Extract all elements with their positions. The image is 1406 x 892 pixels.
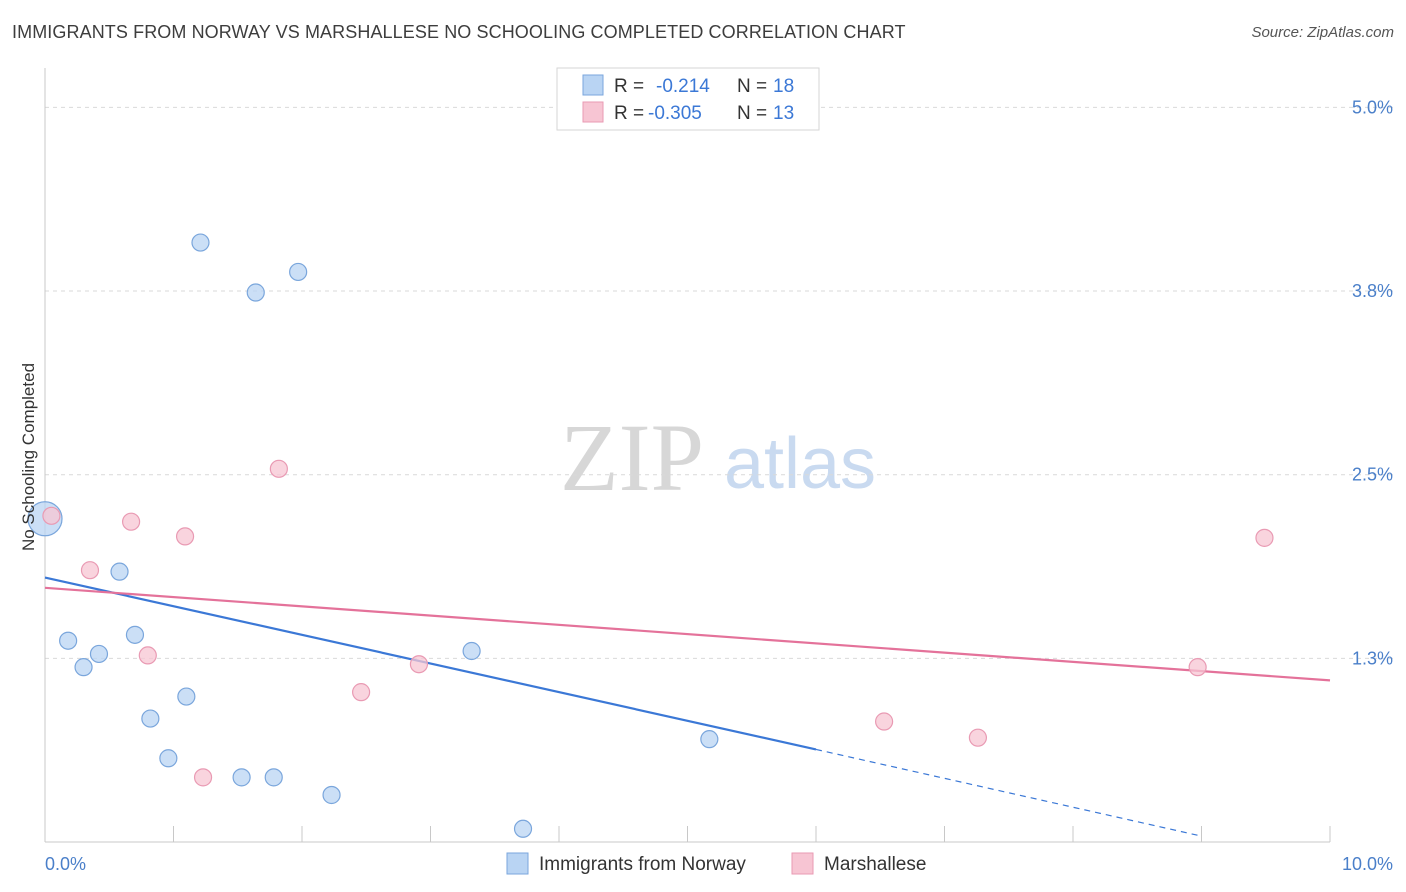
point-marshallese-7 (352, 683, 371, 702)
point-marshallese-5 (193, 768, 213, 787)
point-norway-8 (177, 687, 196, 706)
legend-n-value-1: 18 (773, 76, 794, 97)
bottom-legend-label-norway: Immigrants from Norway (539, 854, 746, 875)
point-norway-1 (59, 631, 78, 650)
point-norway-13 (289, 262, 308, 282)
watermark-atlas: atlas (724, 424, 876, 504)
point-norway-4 (110, 562, 129, 581)
point-norway-11 (246, 283, 265, 302)
trend-line-marshallese (44, 586, 1331, 682)
point-norway-17 (700, 730, 719, 749)
legend-r-label-2: R = (614, 103, 644, 124)
point-marshallese-2 (121, 512, 141, 531)
point-marshallese-6 (269, 459, 288, 478)
point-norway-3 (89, 644, 109, 664)
point-norway-15 (462, 641, 481, 661)
y-axis-label: No Schooling Completed (19, 363, 38, 551)
legend-n-label-2: N = (737, 103, 767, 124)
series-legend: Immigrants from Norway Marshallese (506, 852, 926, 875)
trend-lines (44, 576, 1331, 837)
point-norway-5 (125, 625, 145, 644)
y-tick-label-0: 5.0% (1352, 97, 1393, 117)
point-norway-16 (513, 819, 533, 838)
legend-r-value-2: -0.305 (648, 103, 702, 124)
bottom-legend-swatch-marshallese (791, 852, 814, 875)
point-marshallese-11 (1188, 658, 1207, 677)
y-tick-label-3: 1.3% (1352, 648, 1393, 668)
legend-swatch-marshallese (582, 101, 604, 123)
x-tick-labels: 0.0% 10.0% (45, 854, 1393, 874)
bottom-legend-label-marshallese: Marshallese (824, 854, 926, 875)
y-tick-labels: 5.0% 3.8% 2.5% 1.3% (1352, 97, 1393, 668)
point-norway-6 (141, 709, 160, 728)
point-norway-9 (191, 233, 210, 252)
legend-r-value-1: -0.214 (656, 76, 710, 97)
point-norway-12 (264, 768, 283, 787)
point-norway-7 (159, 749, 178, 768)
legend-swatch-norway (582, 74, 604, 96)
chart-source: Source: ZipAtlas.com (1251, 24, 1394, 41)
axes (44, 68, 1331, 843)
gridlines (45, 106, 1395, 659)
point-marshallese-8 (409, 655, 429, 674)
chart-title: IMMIGRANTS FROM NORWAY VS MARSHALLESE NO… (12, 22, 906, 42)
bottom-legend-swatch-norway (506, 852, 529, 875)
legend-n-value-2: 13 (773, 103, 794, 124)
point-norway-2 (74, 658, 93, 677)
point-marshallese-9 (875, 712, 894, 731)
point-marshallese-1 (80, 561, 100, 580)
legend-n-label-1: N = (737, 76, 767, 97)
legend-r-label-1: R = (614, 76, 644, 97)
x-tick-label-1: 10.0% (1342, 854, 1393, 874)
point-marshallese-3 (138, 646, 157, 665)
point-marshallese-4 (175, 527, 195, 546)
correlation-legend: R = -0.214 N = 18 R = -0.305 N = 13 (556, 67, 820, 131)
watermark-zip: ZIP (560, 404, 704, 511)
x-tick-label-0: 0.0% (45, 854, 86, 874)
point-marshallese-10 (968, 728, 988, 747)
point-marshallese-0 (42, 506, 61, 525)
y-tick-label-2: 2.5% (1352, 465, 1393, 485)
point-norway-10 (232, 768, 251, 787)
trend-line-norway (44, 576, 817, 751)
point-norway-14 (322, 785, 341, 805)
trend-line-norway-extension (815, 748, 1202, 837)
data-points (27, 233, 1274, 838)
point-marshallese-12 (1255, 528, 1274, 547)
y-tick-label-1: 3.8% (1352, 281, 1393, 301)
